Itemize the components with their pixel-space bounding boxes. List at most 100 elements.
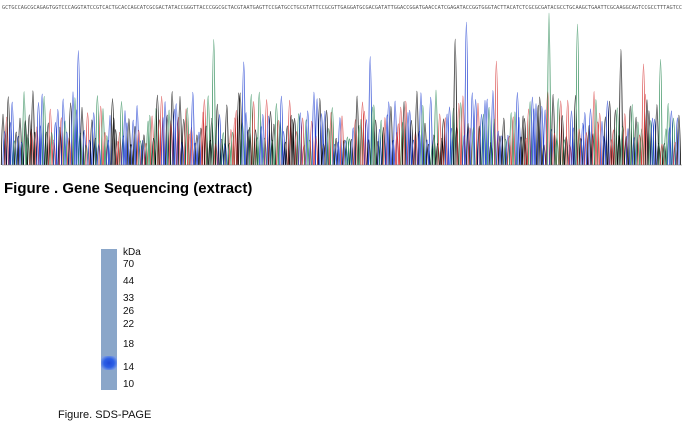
trace-peak [204,125,209,166]
trace-peak [613,109,618,166]
trace-peak [595,121,600,166]
trace-peak [106,140,111,166]
trace-peak [582,112,587,166]
trace-peak [666,103,671,166]
trace-peak [8,122,13,166]
trace-peak [2,131,7,166]
trace-peak [326,128,331,166]
trace-peak [345,136,350,166]
trace-peak [593,99,598,166]
trace-peak [160,117,166,166]
trace-peak [509,112,514,166]
trace-peak [391,140,396,166]
trace-peak [283,141,288,166]
marker-label: 14 [123,362,135,373]
trace-peak [381,127,386,166]
trace-peak [177,96,183,166]
trace-peak [289,114,294,166]
trace-peak [368,56,373,166]
trace-peak [34,126,39,166]
trace-peak [624,136,629,166]
trace-peak [422,123,428,166]
trace-peak [262,138,267,166]
trace-peak [330,107,335,166]
trace-peak [12,140,17,166]
sds-page-gel: kDa 70 44 33 26 22 18 14 10 [95,245,215,395]
trace-peak [511,116,516,166]
trace-peak [285,125,290,166]
trace-peak [499,135,504,166]
trace-peak [407,110,412,166]
trace-peak [208,140,213,166]
trace-peak [496,130,501,166]
trace-peak [539,106,544,166]
trace-peak [343,140,348,166]
trace-peak [443,117,448,166]
trace-peak [479,113,484,166]
trace-peak [431,134,436,166]
trace-peak [464,21,469,166]
trace-peak [565,99,570,166]
trace-peak [110,98,115,166]
trace-peak [150,115,155,166]
trace-peak [622,113,627,166]
trace-peak [573,95,578,166]
trace-peak [309,121,314,166]
trace-peak [281,130,286,166]
trace-peak [477,125,482,166]
trace-peak [673,142,678,166]
trace-peak [587,125,592,166]
trace-peak [549,129,554,166]
trace-peak [644,99,650,166]
trace-peak [524,138,529,166]
trace-peak [492,118,497,166]
trace-peak [580,123,585,166]
trace-peak [307,140,312,166]
trace-peak [428,96,433,166]
trace-peak [96,143,101,166]
trace-peak [322,111,327,166]
trace-peak [10,101,15,166]
trace-peak [521,115,526,166]
trace-peak [270,140,275,166]
trace-peak [625,128,631,166]
trace-peak [51,139,56,166]
trace-peak [194,134,199,166]
trace-peak [193,142,198,166]
trace-peak [230,131,235,166]
trace-peak [377,129,382,166]
trace-peak [628,105,633,166]
trace-peak [48,109,53,166]
trace-peak [558,100,563,166]
trace-peak [533,103,539,166]
trace-peak [14,131,19,166]
trace-peak [611,129,616,166]
gel-lane [101,249,117,390]
trace-peak [121,135,126,166]
trace-peak [398,106,403,166]
trace-peak [19,141,24,166]
trace-peak [439,138,444,166]
marker-label: 70 [123,259,135,270]
trace-peak [396,123,401,166]
trace-peak [362,111,367,166]
trace-peak [454,127,459,166]
trace-peak [669,110,674,166]
trace-peak [57,127,62,166]
trace-peak [648,120,653,166]
trace-peak [30,90,35,166]
trace-peak [607,100,612,166]
trace-peak [370,106,375,166]
trace-peak [287,99,292,166]
trace-peak [317,97,322,166]
trace-peak [426,143,431,166]
trace-peak [211,39,216,166]
trace-peak [522,118,527,166]
trace-peak [339,115,345,166]
trace-peak [643,93,648,166]
trace-peak [487,107,492,166]
trace-peak [27,114,32,166]
trace-peak [196,131,202,166]
trace-peak [357,125,362,166]
trace-peak [536,105,541,166]
